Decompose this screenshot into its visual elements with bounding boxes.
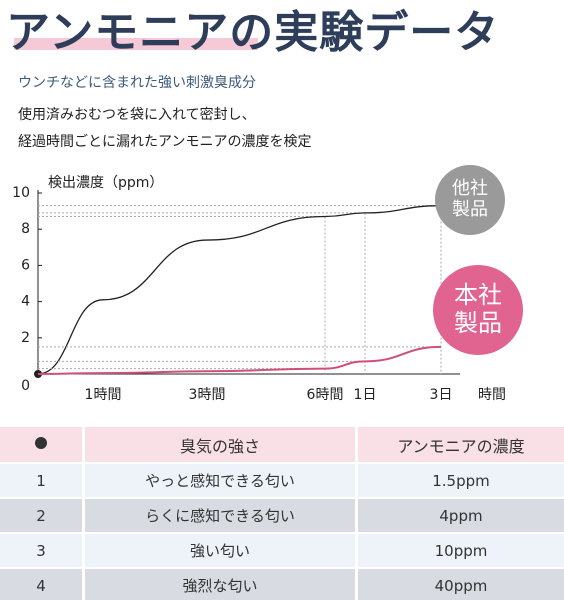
table-cell: 40ppm [358,569,564,600]
series-name: 本社製品 [454,281,502,337]
odor-table: 臭気の強さ アンモニアの濃度 1 やっと感知できる匂い 1.5ppm 2 らくに感知でき… [0,425,564,600]
y-tick-label: 4 [21,294,30,310]
header-cell: アンモニアの濃度 [358,427,564,462]
series-line [37,205,442,375]
y-tick-label: 6 [21,257,30,273]
subtitle: ウンチなどに含まれた強い刺激臭成分 [18,75,256,91]
dot [35,437,47,449]
table-cell: 3 [0,534,85,567]
title-highlight [14,38,258,50]
table-cell: らくに感知できる匂い [85,499,358,532]
y-tick-label: 8 [21,221,30,237]
header-cell: 臭気の強さ [85,427,358,462]
table-row: 4 強烈な匂い 40ppm [0,569,564,600]
table-row: 1 やっと感知できる匂い 1.5ppm [0,464,564,497]
x-tick-label: 1時間 [85,387,122,403]
table-cell: 1.5ppm [358,464,564,497]
series-label: 他社製品 [435,165,505,235]
table-cell: 4ppm [358,499,564,532]
table-cell: やっと感知できる匂い [85,464,358,497]
table-row: 2 らくに感知できる匂い 4ppm [0,499,564,532]
x-tick-label: 1日 [354,387,377,403]
series-label: 本社製品 [433,265,523,355]
x-tick-label: 6時間 [307,387,344,403]
table-cell: 2 [0,499,85,532]
description: 経過時間ごとに漏れたアンモニアの濃度を検定 [18,134,312,150]
table-cell: 強烈な匂い [85,569,358,600]
table-cell: 1 [0,464,85,497]
x-axis-label: 時間 [478,387,506,403]
chart: 検出濃度（ppm） 時間 0 2 4 6 8 10 1時間 3時間 6時間 1日 3日 [12,175,506,403]
series-name: 他社製品 [452,178,488,220]
header-cell [0,427,85,462]
description: 使用済みおむつを袋に入れて密封し、 [18,107,256,123]
x-tick-label: 3日 [430,387,453,403]
y-axis-label: 検出濃度（ppm） [48,175,163,191]
table-row: 3 強い匂い 10ppm [0,534,564,567]
title: アンモニアの実験データ [6,7,500,58]
table-cell: 10ppm [358,534,564,567]
table-cell: 4 [0,569,85,600]
table-cell: 強い匂い [85,534,358,567]
y-tick-label: 2 [21,330,30,346]
y-tick-label: 0 [21,378,30,394]
series-line [37,345,442,375]
y-tick-label: 10 [12,185,30,201]
x-tick-label: 3時間 [189,387,226,403]
